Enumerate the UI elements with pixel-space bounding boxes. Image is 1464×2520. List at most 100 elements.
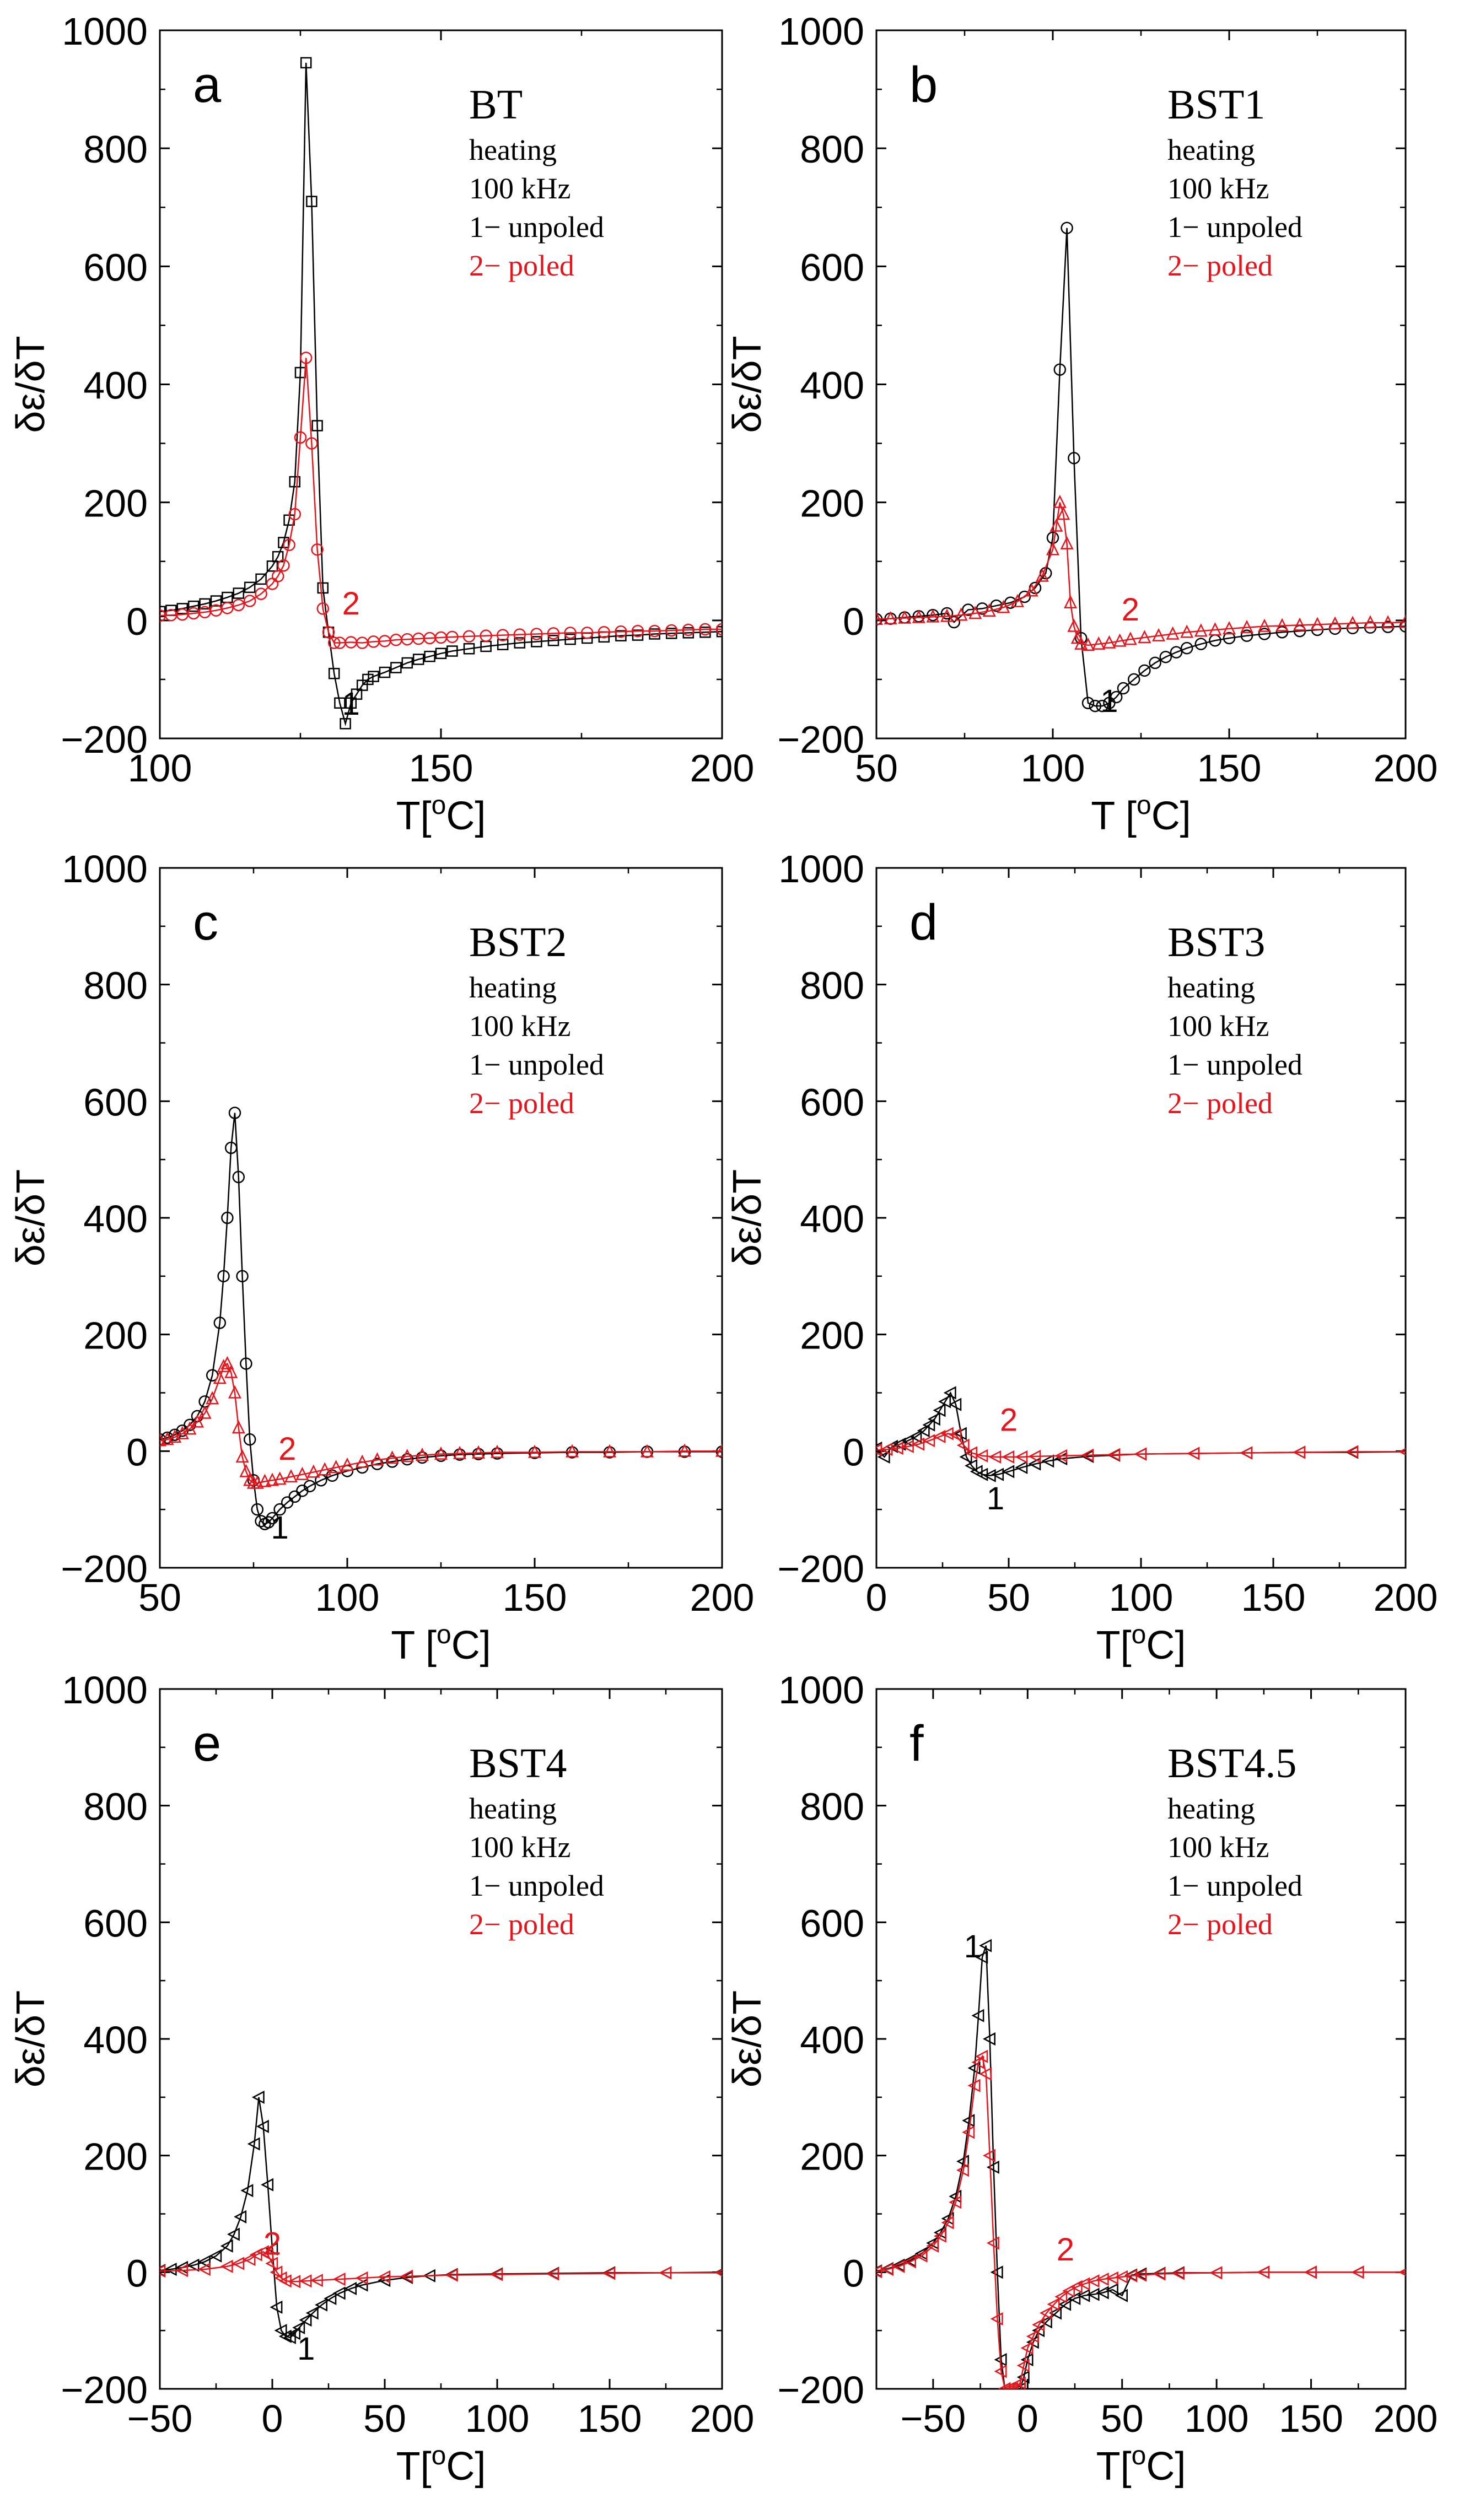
x-tick-label: 100 <box>1109 1576 1174 1619</box>
y-axis-label: δε/δT <box>725 1990 769 2087</box>
series-1-point <box>1110 690 1123 704</box>
series-1-point <box>909 1429 922 1443</box>
y-tick-label: 400 <box>83 364 148 407</box>
series-1-point <box>368 671 379 682</box>
series-2-point <box>400 2269 413 2283</box>
y-tick-label: 1000 <box>62 848 148 891</box>
series-2-point <box>221 602 234 614</box>
series-2-point <box>1134 2268 1147 2282</box>
y-tick-label: 0 <box>126 2252 148 2295</box>
series-2-point <box>220 2259 233 2273</box>
series-1-point <box>221 1211 234 1224</box>
y-tick-label: 600 <box>800 246 864 289</box>
panel-letter: e <box>193 1715 221 1772</box>
y-tick-label: 0 <box>126 600 148 643</box>
series-1-point <box>1096 2286 1109 2300</box>
series-2-point <box>356 1454 369 1468</box>
series-2-point <box>1035 568 1049 582</box>
series-2-label: 2 <box>1057 2232 1074 2268</box>
x-axis-label-base: T[ <box>396 2445 432 2489</box>
series-1 <box>160 1107 722 1530</box>
series-2-point <box>1016 2359 1030 2372</box>
series-1-point <box>262 1516 275 1529</box>
y-tick-label: 400 <box>800 364 864 407</box>
series-2-point <box>462 630 476 643</box>
series-1-point <box>1015 1460 1028 1475</box>
legend-line-2: 100 kHz <box>1167 172 1269 205</box>
series-2-point <box>1077 2277 1090 2291</box>
x-axis-label: T[oC] <box>1096 1620 1186 1668</box>
plot-frame <box>875 1688 1407 2390</box>
series-1-point <box>300 57 312 69</box>
series-2-point <box>965 1446 978 1460</box>
series-1-point <box>355 2278 368 2292</box>
series-2-point <box>1240 1446 1253 1460</box>
series-2-point <box>197 2262 211 2276</box>
series-2-point <box>988 1450 1002 1464</box>
series-2-point <box>232 2257 245 2270</box>
plot-frame <box>875 867 1407 1569</box>
series-1-point <box>1127 673 1140 686</box>
series-2-point <box>228 1385 242 1399</box>
series-1-point <box>283 2330 296 2344</box>
series-2-point <box>1081 1448 1094 1462</box>
series-2-point <box>1275 618 1289 632</box>
series-2-line <box>876 1433 1406 1458</box>
series-2-point <box>1381 615 1395 629</box>
y-tick-label: 800 <box>83 128 148 171</box>
series-2-point <box>1092 636 1106 650</box>
series-1-label: 1 <box>1100 683 1118 719</box>
series-2-point <box>648 624 661 638</box>
series-1-point <box>289 476 301 488</box>
series-2-point <box>490 2268 503 2281</box>
series-2-point <box>183 1421 197 1435</box>
series-1-point <box>497 639 509 650</box>
x-axis-label-degree: o <box>437 1620 451 1649</box>
series-2-point <box>1257 618 1272 632</box>
series-2-point <box>901 1439 914 1453</box>
series-1-point <box>317 582 329 594</box>
series-1-point <box>160 606 166 618</box>
series-1-label: 1 <box>297 2331 315 2367</box>
series-2-label: 2 <box>1122 592 1139 628</box>
series-2-point <box>968 606 982 619</box>
legend-line-4: 2− poled <box>469 1087 574 1120</box>
series-2-point <box>513 628 526 641</box>
series-1-point <box>240 2184 254 2198</box>
series-1-point <box>244 581 256 593</box>
y-tick-label: 200 <box>800 1314 864 1357</box>
series-1-point <box>453 1448 466 1461</box>
series-2-point <box>682 623 695 636</box>
series-2-point <box>235 1449 249 1463</box>
panel-letter: d <box>909 894 938 951</box>
series-2-point <box>284 1469 298 1483</box>
y-tick-label: −200 <box>777 718 864 761</box>
series-1-point <box>922 1418 935 1432</box>
series-2-point <box>1209 2266 1223 2280</box>
series-1-point <box>434 1449 448 1463</box>
x-tick-label: 0 <box>866 1576 887 1619</box>
sample-name: BT <box>469 82 523 128</box>
series-2-point <box>1025 583 1038 597</box>
series-1-point <box>274 2324 287 2338</box>
x-axis-label-degree: o <box>1132 2441 1147 2470</box>
y-tick-label: 0 <box>126 1431 148 1474</box>
y-tick-label: 400 <box>800 2019 864 2062</box>
series-1-point <box>164 2262 177 2276</box>
sample-name: BST2 <box>469 919 567 965</box>
series-2-point <box>340 1457 354 1471</box>
series-1-point <box>220 2239 233 2253</box>
series-2-point <box>190 1414 204 1428</box>
x-tick-label: 50 <box>855 747 898 790</box>
series-1 <box>160 57 722 730</box>
y-tick-label: 400 <box>83 2019 148 2062</box>
series-2 <box>160 352 722 649</box>
series-1-point <box>967 2061 981 2075</box>
legend-line-1: heating <box>469 1792 557 1825</box>
series-2-point <box>530 628 543 640</box>
series-2-point <box>565 1444 579 1458</box>
series-2-point <box>1345 616 1360 629</box>
series-1-label: 1 <box>342 686 360 722</box>
series-1-point <box>1086 2287 1100 2301</box>
series-2-point <box>982 603 996 617</box>
